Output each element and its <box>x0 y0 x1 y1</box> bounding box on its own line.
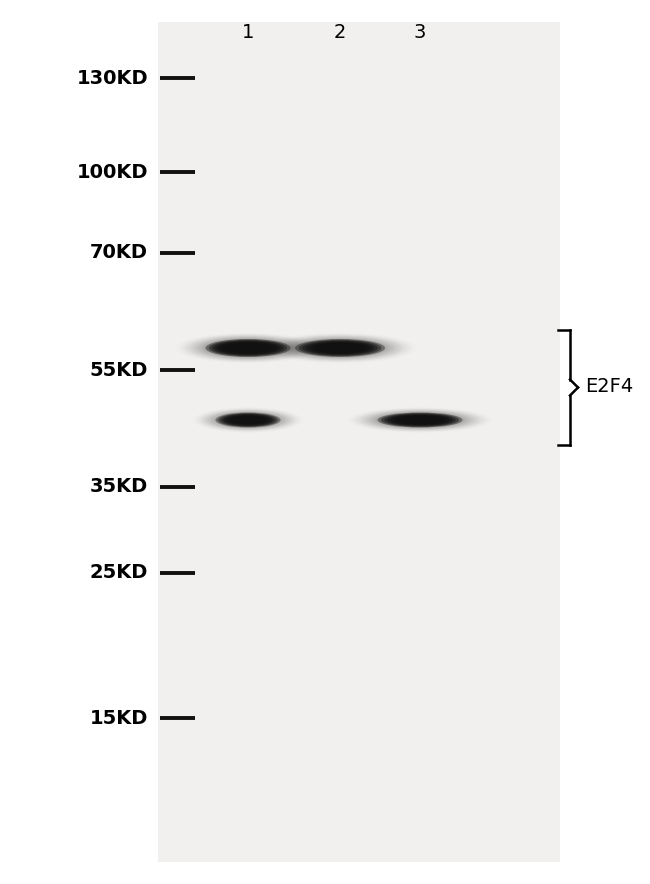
Ellipse shape <box>317 343 363 353</box>
Ellipse shape <box>224 415 273 426</box>
Ellipse shape <box>398 416 442 424</box>
Ellipse shape <box>237 417 260 423</box>
Text: 3: 3 <box>414 22 426 42</box>
Ellipse shape <box>239 418 257 422</box>
Ellipse shape <box>205 339 291 357</box>
Ellipse shape <box>213 340 283 355</box>
Ellipse shape <box>328 346 352 351</box>
Ellipse shape <box>378 413 463 428</box>
Ellipse shape <box>405 417 436 423</box>
Ellipse shape <box>298 339 382 356</box>
Ellipse shape <box>387 415 452 426</box>
Ellipse shape <box>209 339 287 356</box>
Ellipse shape <box>218 413 278 427</box>
Ellipse shape <box>233 345 263 351</box>
Ellipse shape <box>229 344 266 352</box>
Ellipse shape <box>384 414 456 426</box>
Text: 70KD: 70KD <box>90 243 148 263</box>
Ellipse shape <box>324 345 356 351</box>
Ellipse shape <box>313 343 367 354</box>
Ellipse shape <box>306 341 374 354</box>
Ellipse shape <box>401 416 439 423</box>
Text: 25KD: 25KD <box>90 563 148 583</box>
Ellipse shape <box>222 343 274 354</box>
Bar <box>158 22 560 862</box>
Ellipse shape <box>295 339 385 357</box>
Ellipse shape <box>234 416 263 423</box>
Ellipse shape <box>302 340 378 355</box>
Ellipse shape <box>395 415 445 424</box>
Ellipse shape <box>408 418 432 422</box>
Ellipse shape <box>381 413 459 427</box>
Ellipse shape <box>391 415 449 425</box>
Ellipse shape <box>226 415 270 425</box>
Text: 2: 2 <box>334 22 346 42</box>
Ellipse shape <box>236 346 260 351</box>
Text: 55KD: 55KD <box>90 361 148 379</box>
Ellipse shape <box>221 414 276 426</box>
Ellipse shape <box>226 343 270 353</box>
Text: 1: 1 <box>242 22 254 42</box>
Text: 35KD: 35KD <box>90 477 148 497</box>
Text: 130KD: 130KD <box>77 68 148 88</box>
Text: 100KD: 100KD <box>77 163 148 181</box>
Ellipse shape <box>216 341 280 354</box>
Ellipse shape <box>229 415 268 424</box>
Text: 15KD: 15KD <box>90 708 148 728</box>
Ellipse shape <box>216 413 281 428</box>
Ellipse shape <box>320 344 360 352</box>
Ellipse shape <box>219 342 277 354</box>
Ellipse shape <box>309 342 370 354</box>
Ellipse shape <box>231 416 265 424</box>
Text: E2F4: E2F4 <box>585 377 633 397</box>
